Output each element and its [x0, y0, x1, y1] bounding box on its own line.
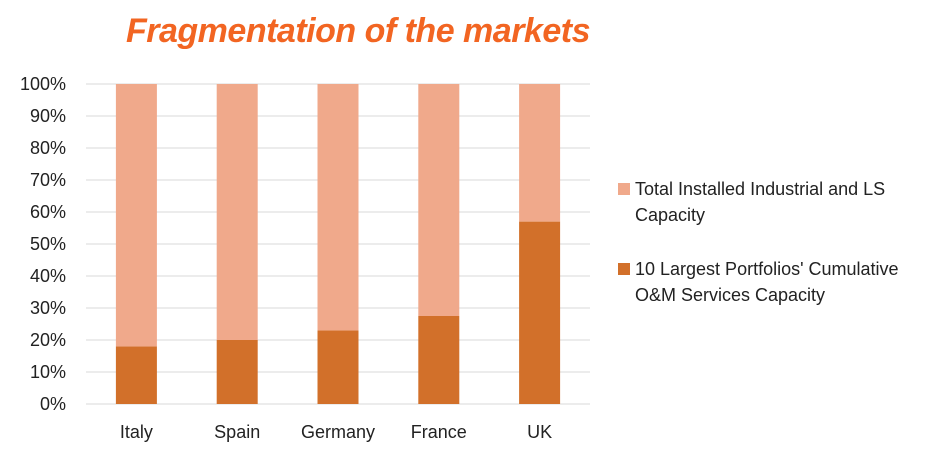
x-tick-label: UK	[527, 422, 552, 442]
y-tick-label: 40%	[30, 266, 66, 286]
x-tick-label: Italy	[120, 422, 153, 442]
bars	[115, 84, 561, 404]
x-tick-label: Spain	[214, 422, 260, 442]
y-tick-label: 30%	[30, 298, 66, 318]
legend-label-largest-portfolios: 10 Largest Portfolios' Cumulative O&M Se…	[635, 259, 899, 305]
chart-title: Fragmentation of the markets	[126, 12, 590, 50]
x-tick-label: Germany	[301, 422, 375, 442]
x-axis-ticks: Italy Spain Germany France UK	[120, 422, 552, 442]
y-tick-label: 70%	[30, 170, 66, 190]
y-tick-label: 80%	[30, 138, 66, 158]
bar-italy-series-1	[115, 84, 157, 347]
bar-france-series-0	[418, 316, 460, 404]
bar-uk-series-1	[519, 84, 561, 222]
legend-swatch-total-capacity	[618, 183, 630, 195]
y-tick-label: 50%	[30, 234, 66, 254]
y-tick-label: 10%	[30, 362, 66, 382]
y-tick-label: 100%	[20, 74, 66, 94]
bar-uk-series-0	[519, 221, 561, 404]
bar-spain-series-0	[216, 340, 258, 404]
y-tick-label: 60%	[30, 202, 66, 222]
bar-germany-series-0	[317, 330, 359, 404]
bar-spain-series-1	[216, 84, 258, 340]
y-tick-label: 20%	[30, 330, 66, 350]
y-axis-ticks: 0% 10% 20% 30% 40% 50% 60% 70% 80% 90% 100%	[20, 74, 66, 414]
legend-item-total-capacity: Total Installed Industrial and LS Capaci…	[618, 176, 928, 228]
y-tick-label: 90%	[30, 106, 66, 126]
legend-item-largest-portfolios: 10 Largest Portfolios' Cumulative O&M Se…	[618, 256, 928, 308]
bar-italy-series-0	[115, 346, 157, 404]
legend-label-total-capacity: Total Installed Industrial and LS Capaci…	[635, 179, 886, 225]
x-tick-label: France	[411, 422, 467, 442]
legend: Total Installed Industrial and LS Capaci…	[618, 176, 928, 336]
legend-swatch-largest-portfolios	[618, 263, 630, 275]
bar-france-series-1	[418, 84, 460, 316]
y-tick-label: 0%	[40, 394, 66, 414]
bar-germany-series-1	[317, 84, 359, 331]
